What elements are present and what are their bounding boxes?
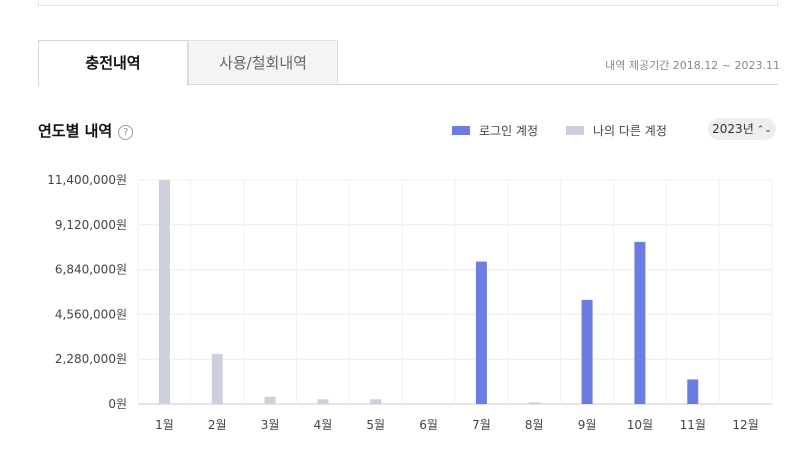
x-tick-label: 12월 <box>732 418 758 432</box>
tab-charge-history[interactable]: 충전내역 <box>38 40 188 86</box>
x-tick-label: 5월 <box>366 418 385 432</box>
tab-usage-withdraw-history[interactable]: 사용/철회내역 <box>188 40 338 85</box>
bar <box>581 299 593 404</box>
y-tick-label: 11,400,000원 <box>47 173 127 187</box>
legend-other-account: 나의 다른 계정 <box>566 122 667 139</box>
x-tick-label: 2월 <box>208 418 227 432</box>
x-tick-label: 3월 <box>261 418 280 432</box>
x-tick-label: 7월 <box>472 418 491 432</box>
legend-swatch-login <box>452 126 470 135</box>
x-tick-label: 6월 <box>419 418 438 432</box>
history-period-text: 내역 제공기간 2018.12 ~ 2023.11 <box>605 59 780 72</box>
x-tick-label: 10월 <box>627 418 653 432</box>
summary-box-bottom-edge <box>38 0 778 6</box>
tab-divider <box>150 84 778 85</box>
y-tick-label: 4,560,000원 <box>55 307 127 321</box>
legend-label-login: 로그인 계정 <box>479 124 539 138</box>
section-title-text: 연도별 내역 <box>38 122 113 140</box>
x-tick-label: 4월 <box>314 418 333 432</box>
y-tick-label: 9,120,000원 <box>55 218 127 232</box>
x-tick-label: 11월 <box>680 418 706 432</box>
bar <box>634 241 646 404</box>
bar <box>370 399 382 404</box>
x-tick-label: 1월 <box>155 418 174 432</box>
x-tick-label: 9월 <box>578 418 597 432</box>
chevron-up-down-icon: ⌃⌄ <box>756 125 772 135</box>
year-select[interactable]: 2023년 ⌃⌄ <box>708 118 776 140</box>
legend-label-other: 나의 다른 계정 <box>593 124 667 138</box>
bar <box>211 353 223 404</box>
bar <box>687 379 699 404</box>
section-title: 연도별 내역? <box>38 120 134 141</box>
bar <box>475 261 487 404</box>
y-tick-label: 2,280,000원 <box>55 352 127 366</box>
bar <box>264 396 276 404</box>
help-icon[interactable]: ? <box>118 125 134 140</box>
y-tick-label: 6,840,000원 <box>55 263 127 277</box>
bar <box>528 402 540 404</box>
legend-swatch-other <box>566 126 584 135</box>
x-tick-label: 8월 <box>525 418 544 432</box>
year-select-value: 2023년 <box>712 122 754 136</box>
bar <box>317 399 329 404</box>
y-tick-label: 0원 <box>108 397 127 411</box>
legend-login-account: 로그인 계정 <box>452 122 538 139</box>
tab-bar: 충전내역 사용/철회내역 <box>38 40 778 86</box>
bar <box>158 180 170 404</box>
